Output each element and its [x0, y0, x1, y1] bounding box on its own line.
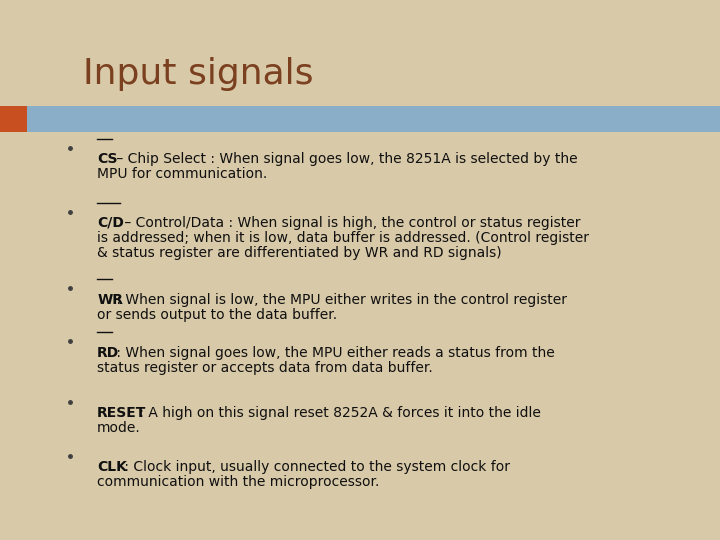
Text: communication with the microprocessor.: communication with the microprocessor. — [97, 475, 379, 489]
Text: : A high on this signal reset 8252A & forces it into the idle: : A high on this signal reset 8252A & fo… — [135, 406, 541, 420]
Bar — [0, 106, 720, 132]
Text: – Chip Select : When signal goes low, the 8251A is selected by the: – Chip Select : When signal goes low, th… — [112, 152, 578, 166]
Text: : Clock input, usually connected to the system clock for: : Clock input, usually connected to the … — [120, 460, 510, 474]
Text: CLK: CLK — [97, 460, 127, 474]
Text: WR: WR — [97, 293, 123, 307]
Text: – Control/Data : When signal is high, the control or status register: – Control/Data : When signal is high, th… — [120, 216, 580, 230]
Text: : When signal goes low, the MPU either reads a status from the: : When signal goes low, the MPU either r… — [112, 346, 555, 360]
Bar — [0, 106, 27, 132]
Text: or sends output to the data buffer.: or sends output to the data buffer. — [97, 308, 338, 322]
Text: status register or accepts data from data buffer.: status register or accepts data from dat… — [97, 361, 433, 375]
Text: is addressed; when it is low, data buffer is addressed. (Control register: is addressed; when it is low, data buffe… — [97, 231, 589, 245]
Text: mode.: mode. — [97, 421, 141, 435]
Text: : When signal is low, the MPU either writes in the control register: : When signal is low, the MPU either wri… — [112, 293, 567, 307]
Text: RESET: RESET — [97, 406, 147, 420]
Text: Input signals: Input signals — [83, 57, 313, 91]
Text: MPU for communication.: MPU for communication. — [97, 167, 267, 181]
Text: RD: RD — [97, 346, 120, 360]
Text: CS: CS — [97, 152, 117, 166]
Text: & status register are differentiated by WR and RD signals): & status register are differentiated by … — [97, 246, 502, 260]
Text: C/D: C/D — [97, 216, 124, 230]
